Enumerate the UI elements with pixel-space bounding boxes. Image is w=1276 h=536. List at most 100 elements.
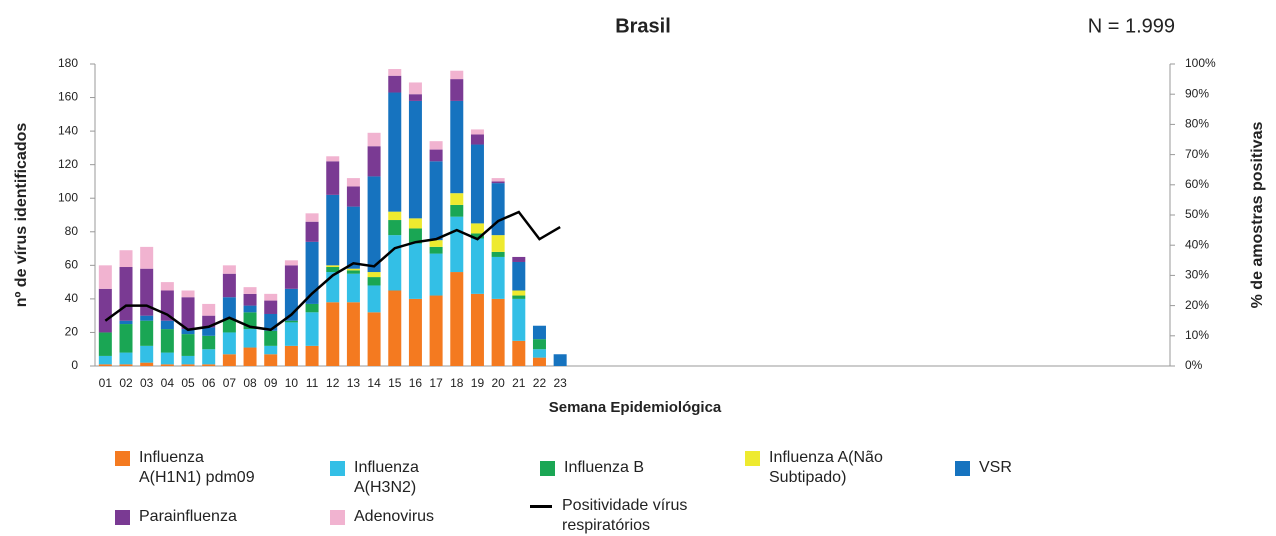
bar-segment: [429, 295, 443, 366]
x-tick-label: 22: [533, 376, 547, 390]
bar-segment: [243, 305, 257, 313]
bar-segment: [160, 282, 174, 291]
bar-segment: [346, 270, 360, 274]
bar-segment: [532, 357, 546, 366]
bar-segment: [450, 79, 464, 101]
x-tick-label: 03: [140, 376, 154, 390]
chart: Brasil N = 1.999 Semana Epidemiológica n…: [13, 15, 1266, 416]
bar-segment: [284, 260, 298, 266]
y2-tick-label: 30%: [1185, 268, 1209, 282]
bar-segment: [305, 213, 319, 222]
legend-label: VSR: [979, 459, 1012, 476]
x-axis-title: Semana Epidemiológica: [549, 399, 722, 416]
bar-segment: [367, 285, 381, 313]
bar-segment: [532, 339, 546, 350]
bar-segment: [450, 272, 464, 366]
legend-swatch: [745, 451, 760, 466]
bar-segment: [491, 235, 505, 252]
bar-segment: [305, 221, 319, 242]
bar-segment: [284, 322, 298, 346]
bar-segment: [429, 253, 443, 296]
bar-segment: [181, 297, 195, 330]
bar-segment: [532, 325, 546, 340]
bar-segment: [264, 330, 278, 346]
x-tick-label: 02: [119, 376, 133, 390]
bar-segment: [408, 243, 422, 299]
bar-segment: [512, 298, 526, 341]
bar-segment: [222, 273, 236, 298]
bar-segment: [367, 277, 381, 286]
bar-segment: [140, 268, 154, 316]
legend-label: Influenza A(Não Subtipado): [769, 449, 883, 486]
bar-segment: [470, 233, 484, 239]
y2-tick-label: 10%: [1185, 328, 1209, 342]
y2-tick-label: 60%: [1185, 177, 1209, 191]
x-tick-label: 13: [347, 376, 361, 390]
bar-segment: [326, 302, 340, 366]
y-tick-label: 60: [65, 258, 79, 272]
legend-swatch: [540, 461, 555, 476]
bar-segment: [388, 220, 402, 236]
bar-segment: [532, 349, 546, 358]
bar-segment: [326, 161, 340, 195]
annotation: N = 1.999: [1088, 15, 1175, 37]
bar-segment: [305, 303, 319, 313]
x-tick-label: 06: [202, 376, 216, 390]
bar-segment: [388, 69, 402, 76]
x-tick-label: 05: [181, 376, 195, 390]
bar-segment: [429, 149, 443, 162]
bar-segment: [98, 364, 112, 366]
bar-segment: [429, 161, 443, 241]
bar-segment: [222, 354, 236, 366]
x-tick-label: 08: [243, 376, 257, 390]
legend-item: Adenovirus: [330, 507, 520, 527]
bar-segment: [140, 362, 154, 366]
bar-segment: [98, 288, 112, 333]
bar-segment: [429, 141, 443, 150]
bar-segment: [160, 364, 174, 366]
bar-segment: [429, 240, 443, 247]
bar-segment: [140, 345, 154, 363]
bar-segment: [470, 144, 484, 224]
bar-segment: [367, 312, 381, 366]
y2-tick-label: 0%: [1185, 358, 1203, 372]
x-tick-label: 01: [99, 376, 113, 390]
bar-segment: [222, 297, 236, 320]
y2-tick-label: 70%: [1185, 147, 1209, 161]
x-tick-label: 19: [471, 376, 485, 390]
bar-segment: [243, 293, 257, 306]
bar-segment: [202, 303, 216, 316]
bar-segment: [408, 94, 422, 101]
bar-segment: [346, 206, 360, 269]
x-tick-label: 10: [285, 376, 299, 390]
bar-segment: [512, 256, 526, 262]
x-tick-label: 23: [553, 376, 567, 390]
bar-segment: [388, 75, 402, 93]
bar-segment: [119, 352, 133, 365]
bar-segment: [284, 320, 298, 323]
bar-segment: [408, 82, 422, 95]
x-tick-label: 04: [161, 376, 175, 390]
bar-segment: [408, 228, 422, 244]
bar-segment: [429, 246, 443, 254]
legend-swatch: [330, 510, 345, 525]
x-tick-label: 07: [223, 376, 237, 390]
bar-segment: [491, 181, 505, 184]
legend-label: Adenovirus: [354, 508, 435, 525]
bar-segment: [181, 334, 195, 356]
bar-segment: [181, 290, 195, 298]
y-tick-label: 0: [71, 358, 78, 372]
bar-segment: [202, 315, 216, 328]
bar-segment: [222, 319, 236, 333]
bar-segment: [264, 293, 278, 301]
bar-segment: [119, 250, 133, 268]
y2-axis-title: % de amostras positivas: [1249, 122, 1266, 309]
legend-item: Influenza B: [540, 458, 730, 478]
bar-segment: [181, 329, 195, 335]
legend-swatch: [330, 461, 345, 476]
x-tick-label: 15: [388, 376, 402, 390]
bar-segment: [367, 176, 381, 273]
bar-segment: [202, 349, 216, 365]
legend-swatch: [115, 451, 130, 466]
bar-segment: [346, 268, 360, 271]
